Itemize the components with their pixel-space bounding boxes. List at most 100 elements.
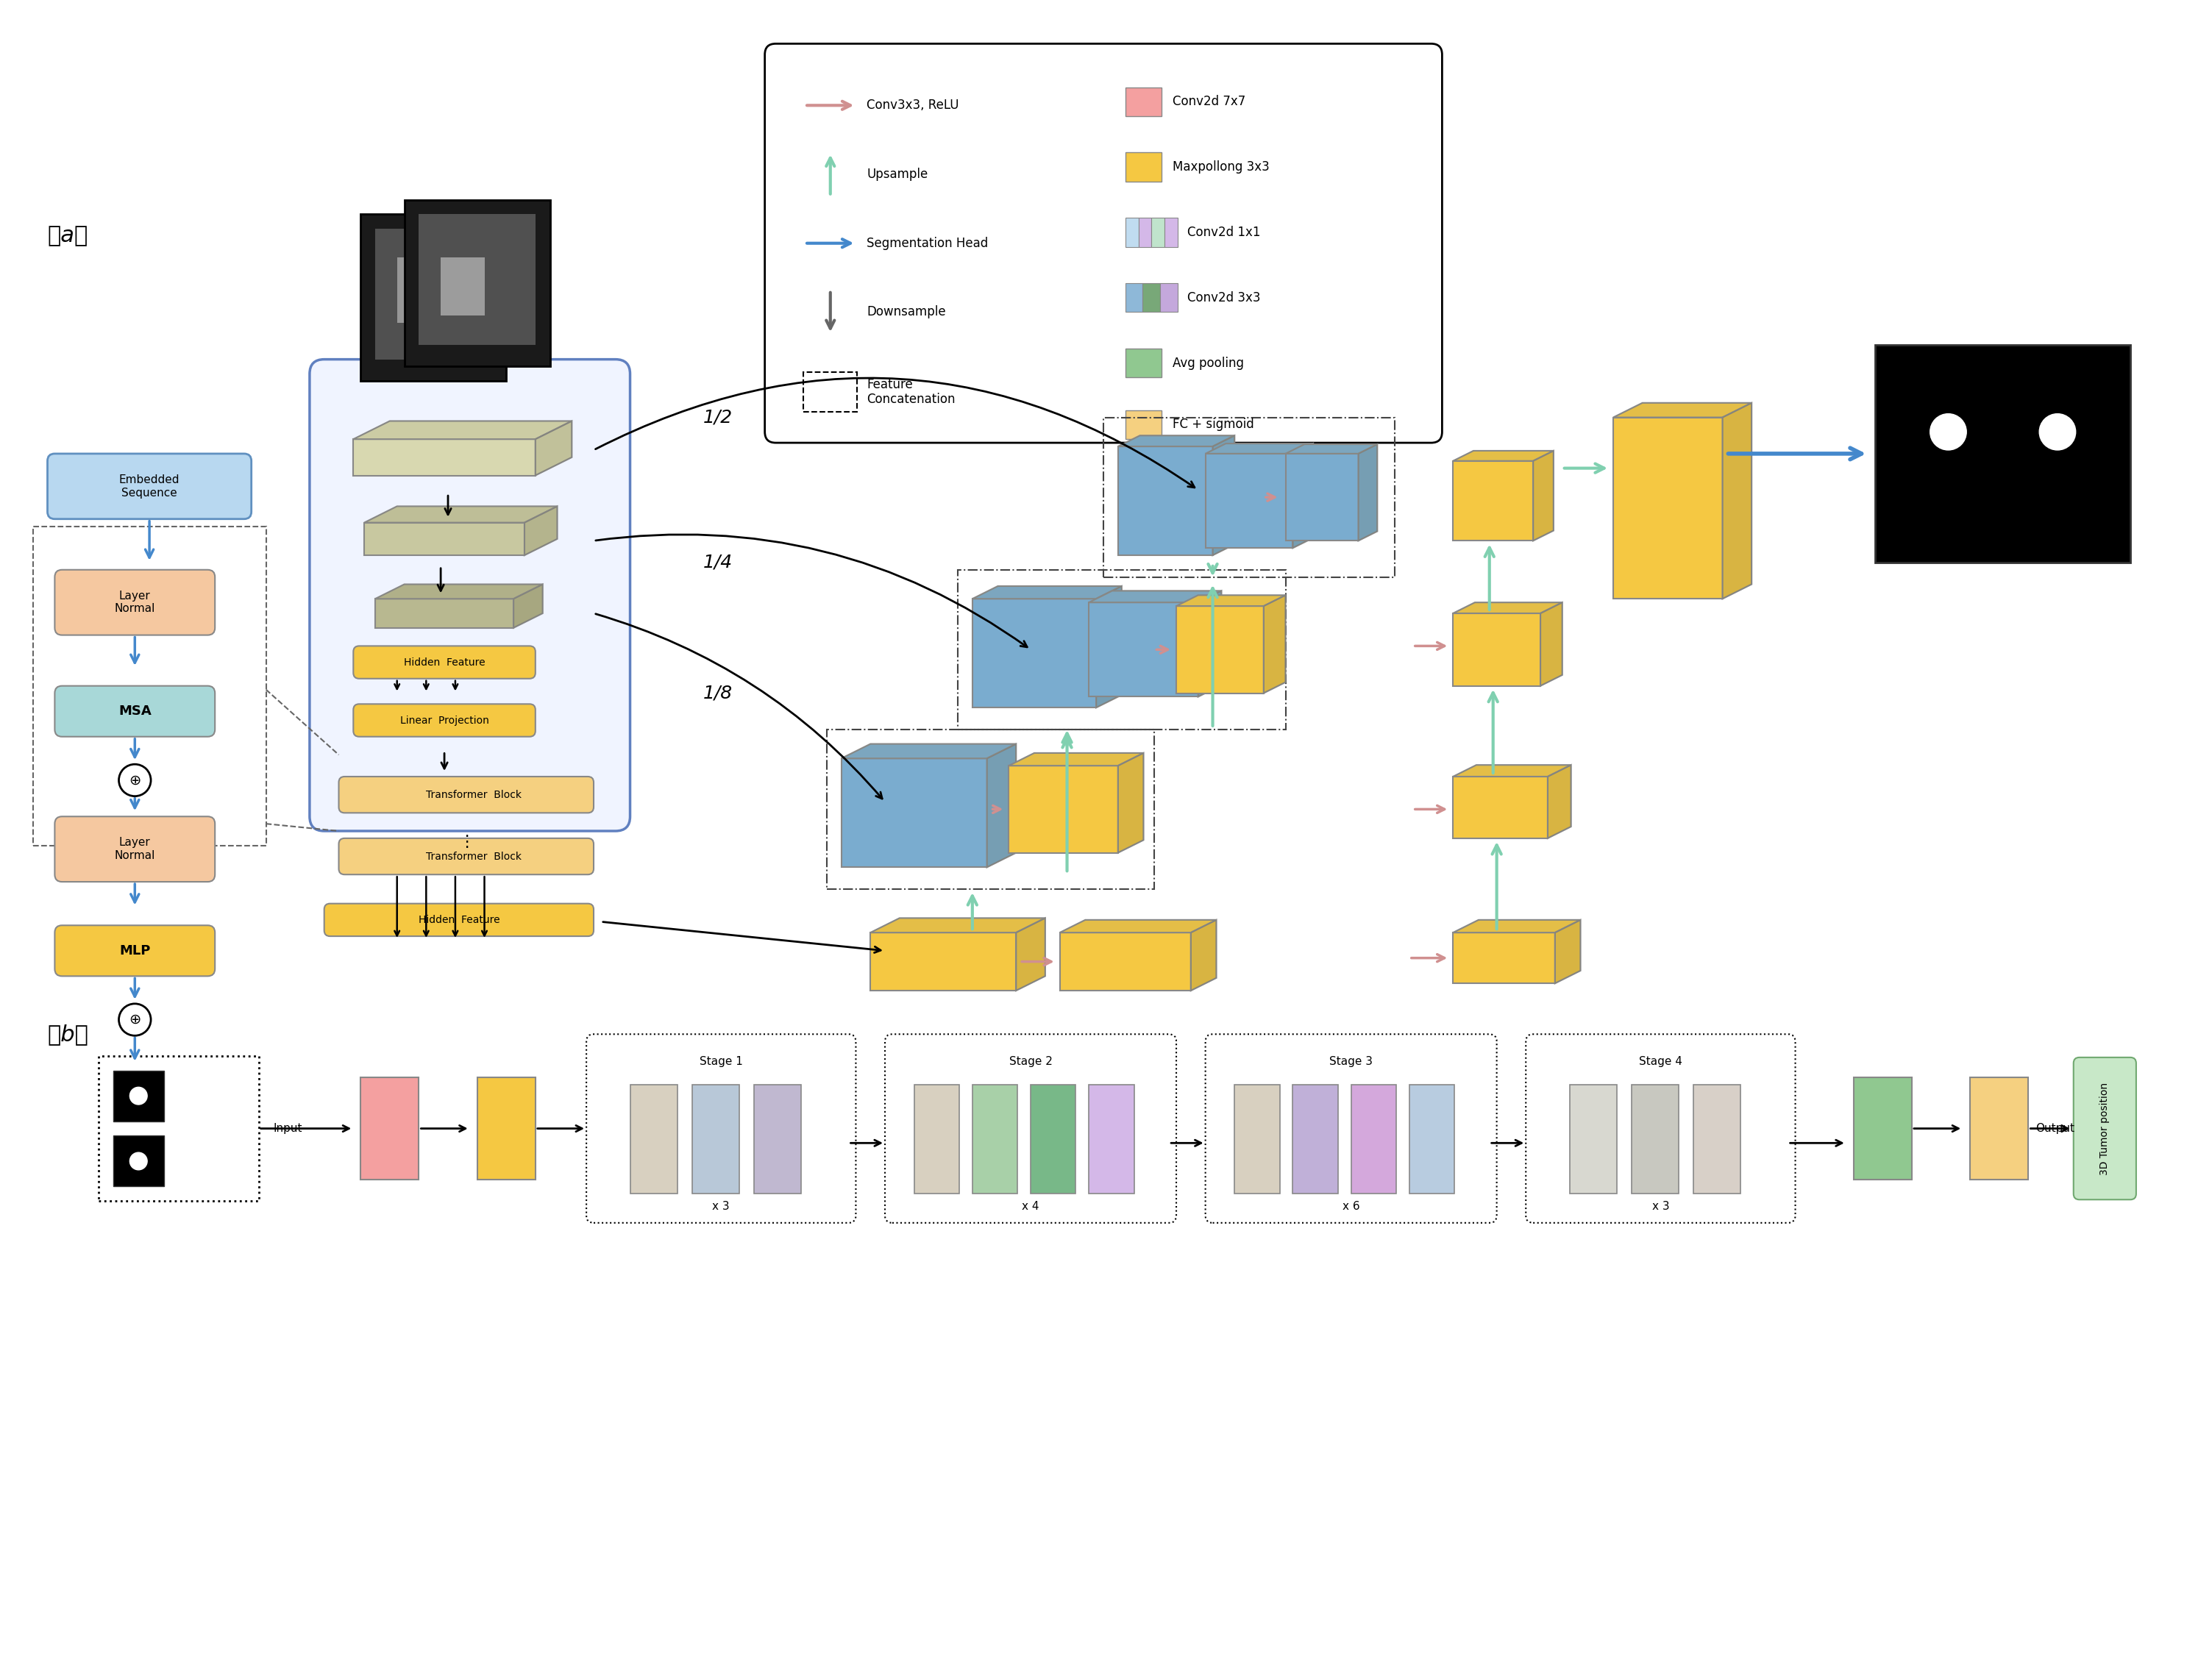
Text: Stage 4: Stage 4 [1639, 1055, 1683, 1067]
Text: Maxpollong 3x3: Maxpollong 3x3 [1172, 161, 1270, 173]
Polygon shape [354, 420, 573, 439]
Polygon shape [535, 420, 573, 475]
Circle shape [131, 1152, 148, 1170]
Text: Feature
Concatenation: Feature Concatenation [867, 377, 956, 406]
Polygon shape [524, 507, 557, 555]
Bar [478, 1077, 535, 1180]
Polygon shape [1453, 613, 1540, 686]
Bar [1088, 1085, 1135, 1193]
Polygon shape [1292, 444, 1314, 548]
Text: Conv3x3, ReLU: Conv3x3, ReLU [867, 98, 960, 111]
Polygon shape [1199, 590, 1221, 696]
FancyBboxPatch shape [46, 454, 252, 519]
Polygon shape [1060, 919, 1217, 932]
Text: Conv2d 1x1: Conv2d 1x1 [1188, 226, 1261, 239]
Polygon shape [1009, 753, 1144, 766]
Bar [914, 1085, 960, 1193]
Bar [418, 214, 535, 344]
Polygon shape [1453, 919, 1579, 932]
Polygon shape [1177, 607, 1263, 693]
Polygon shape [1117, 435, 1234, 447]
Polygon shape [869, 932, 1015, 991]
Bar [1292, 1085, 1338, 1193]
Polygon shape [1199, 590, 1221, 696]
Bar [440, 258, 484, 316]
Polygon shape [513, 585, 542, 628]
FancyBboxPatch shape [803, 372, 858, 412]
FancyBboxPatch shape [55, 570, 215, 635]
Bar [361, 1077, 418, 1180]
Bar [396, 258, 449, 322]
Text: FC + sigmoid: FC + sigmoid [1172, 419, 1254, 430]
Bar [1031, 1085, 1075, 1193]
Bar [1139, 218, 1152, 248]
Text: 1/8: 1/8 [703, 685, 732, 701]
Bar [1126, 86, 1161, 116]
Text: Stage 3: Stage 3 [1329, 1055, 1374, 1067]
Text: x 6: x 6 [1343, 1202, 1360, 1212]
Bar [361, 214, 507, 381]
FancyBboxPatch shape [97, 1055, 259, 1202]
Polygon shape [1190, 919, 1217, 991]
Polygon shape [1190, 919, 1217, 991]
Polygon shape [1117, 753, 1144, 853]
Polygon shape [987, 745, 1015, 868]
Text: Input: Input [274, 1124, 303, 1133]
Polygon shape [973, 598, 1097, 708]
Bar [376, 229, 491, 359]
Polygon shape [1285, 444, 1378, 454]
Polygon shape [1009, 753, 1144, 766]
Text: Transformer  Block: Transformer Block [425, 851, 522, 861]
Text: 1/4: 1/4 [703, 553, 732, 572]
Polygon shape [1453, 460, 1533, 540]
Text: Layer
Normal: Layer Normal [115, 590, 155, 615]
Text: Output: Output [2035, 1124, 2075, 1133]
Polygon shape [973, 587, 1121, 598]
Text: Stage 2: Stage 2 [1009, 1055, 1053, 1067]
FancyBboxPatch shape [55, 926, 215, 976]
Polygon shape [1555, 919, 1579, 984]
Bar [1126, 218, 1139, 248]
Polygon shape [1613, 402, 1752, 417]
Polygon shape [1206, 454, 1292, 548]
Text: Upsample: Upsample [867, 168, 929, 181]
FancyBboxPatch shape [55, 816, 215, 883]
Polygon shape [1358, 444, 1378, 540]
Polygon shape [1292, 444, 1314, 548]
Bar [630, 1085, 677, 1193]
Polygon shape [376, 585, 542, 598]
Bar [113, 1135, 164, 1187]
Polygon shape [1555, 919, 1579, 984]
Bar [1144, 283, 1161, 312]
FancyBboxPatch shape [354, 705, 535, 736]
Polygon shape [1285, 444, 1378, 454]
Polygon shape [1453, 765, 1571, 776]
Text: Downsample: Downsample [867, 306, 947, 319]
Bar [1571, 1085, 1617, 1193]
Polygon shape [376, 598, 513, 628]
Bar [1694, 1085, 1741, 1193]
Polygon shape [1088, 590, 1221, 602]
FancyBboxPatch shape [338, 838, 593, 874]
Text: ⋮: ⋮ [458, 834, 473, 849]
Bar [1166, 218, 1177, 248]
Polygon shape [1613, 402, 1752, 417]
Polygon shape [354, 439, 535, 475]
Bar [1352, 1085, 1396, 1193]
Bar [754, 1085, 801, 1193]
Bar [405, 199, 551, 367]
Text: 1/2: 1/2 [703, 409, 732, 425]
Text: Transformer  Block: Transformer Block [425, 789, 522, 799]
Polygon shape [1453, 932, 1555, 984]
Polygon shape [1177, 595, 1285, 607]
Polygon shape [1212, 435, 1234, 555]
Polygon shape [1088, 590, 1221, 602]
Bar [1126, 153, 1161, 181]
FancyBboxPatch shape [338, 776, 593, 813]
Circle shape [1931, 414, 1966, 450]
Polygon shape [1540, 602, 1562, 686]
Text: x 3: x 3 [1652, 1202, 1670, 1212]
Bar [1126, 349, 1161, 377]
Polygon shape [1097, 587, 1121, 708]
Polygon shape [1533, 450, 1553, 540]
